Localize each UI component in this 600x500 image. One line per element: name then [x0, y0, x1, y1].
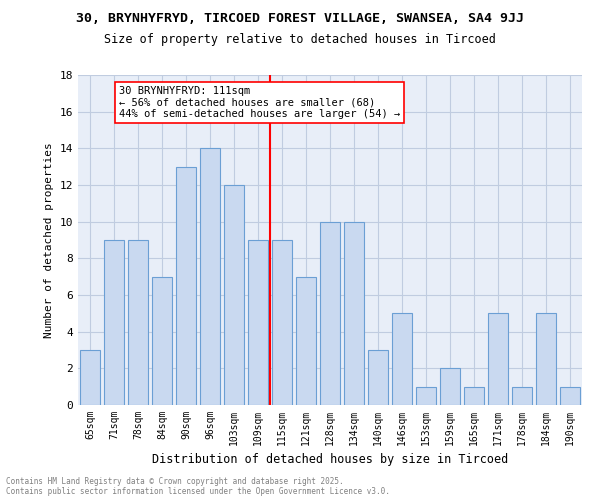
- X-axis label: Distribution of detached houses by size in Tircoed: Distribution of detached houses by size …: [152, 454, 508, 466]
- Text: Size of property relative to detached houses in Tircoed: Size of property relative to detached ho…: [104, 32, 496, 46]
- Bar: [80, 350, 100, 405]
- Bar: [488, 314, 508, 405]
- Bar: [344, 222, 364, 405]
- Bar: [296, 276, 316, 405]
- Bar: [176, 166, 196, 405]
- Bar: [248, 240, 268, 405]
- Bar: [152, 276, 172, 405]
- Bar: [272, 240, 292, 405]
- Bar: [392, 314, 412, 405]
- Bar: [200, 148, 220, 405]
- Y-axis label: Number of detached properties: Number of detached properties: [44, 142, 54, 338]
- Bar: [440, 368, 460, 405]
- Bar: [128, 240, 148, 405]
- Bar: [464, 386, 484, 405]
- Text: Contains public sector information licensed under the Open Government Licence v3: Contains public sector information licen…: [6, 487, 390, 496]
- Bar: [416, 386, 436, 405]
- Bar: [224, 185, 244, 405]
- Bar: [536, 314, 556, 405]
- Text: 30, BRYNHYFRYD, TIRCOED FOREST VILLAGE, SWANSEA, SA4 9JJ: 30, BRYNHYFRYD, TIRCOED FOREST VILLAGE, …: [76, 12, 524, 26]
- Bar: [512, 386, 532, 405]
- Bar: [104, 240, 124, 405]
- Bar: [368, 350, 388, 405]
- Bar: [320, 222, 340, 405]
- Bar: [560, 386, 580, 405]
- Text: Contains HM Land Registry data © Crown copyright and database right 2025.: Contains HM Land Registry data © Crown c…: [6, 477, 344, 486]
- Text: 30 BRYNHYFRYD: 111sqm
← 56% of detached houses are smaller (68)
44% of semi-deta: 30 BRYNHYFRYD: 111sqm ← 56% of detached …: [119, 86, 400, 119]
